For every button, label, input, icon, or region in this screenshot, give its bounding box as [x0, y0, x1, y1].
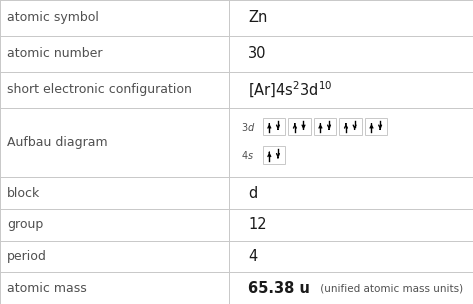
Text: atomic mass: atomic mass — [7, 282, 87, 295]
Text: atomic symbol: atomic symbol — [7, 12, 99, 24]
Text: atomic number: atomic number — [7, 47, 103, 60]
Text: d: d — [248, 186, 258, 201]
Bar — [314, 118, 336, 135]
Text: Zn: Zn — [248, 10, 268, 26]
Text: $\mathregular{[Ar]4s^{2}3d^{10}}$: $\mathregular{[Ar]4s^{2}3d^{10}}$ — [248, 80, 333, 100]
Bar — [288, 118, 311, 135]
Text: short electronic configuration: short electronic configuration — [7, 83, 192, 96]
Bar — [263, 118, 285, 135]
Bar — [339, 118, 362, 135]
Text: 30: 30 — [248, 47, 267, 61]
Text: (unified atomic mass units): (unified atomic mass units) — [317, 283, 463, 293]
Text: $4s$: $4s$ — [241, 149, 254, 161]
Text: 4: 4 — [248, 249, 258, 264]
Text: period: period — [7, 250, 47, 263]
Text: block: block — [7, 187, 40, 200]
Text: 65.38 u: 65.38 u — [248, 281, 310, 296]
Text: $3d$: $3d$ — [241, 121, 256, 133]
Text: Aufbau diagram: Aufbau diagram — [7, 136, 108, 149]
Bar — [365, 118, 387, 135]
Text: 12: 12 — [248, 217, 267, 232]
Bar — [263, 146, 285, 164]
Text: group: group — [7, 218, 44, 231]
